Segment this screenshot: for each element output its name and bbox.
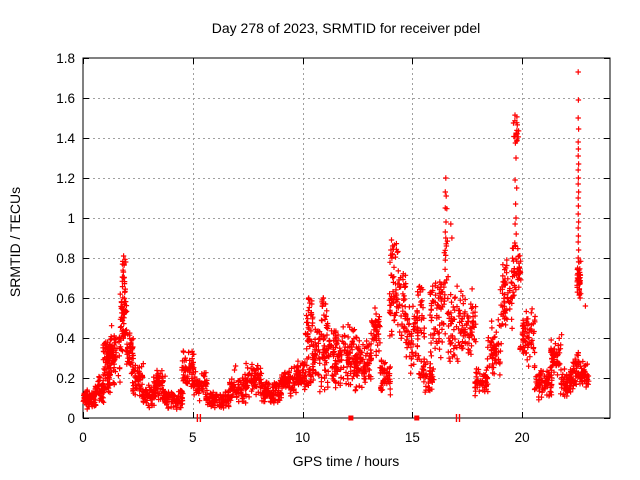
y-tick-label: 0 [67, 411, 75, 426]
data-points-cluster [531, 364, 555, 403]
data-points-cluster [509, 240, 524, 301]
y-tick-label: 1.2 [56, 171, 75, 186]
y-tick-labels: 0 0.2 0.4 0.6 0.8 1 1.2 1.4 1.6 1.8 [56, 51, 75, 426]
data-points-cluster [161, 387, 186, 412]
data-points-cluster [484, 317, 504, 378]
data-points-cluster [510, 112, 522, 146]
data-points-cluster [110, 333, 123, 388]
axis-double-tick-marker [455, 414, 461, 422]
y-axis-label: SRMTID / TECUs [7, 187, 23, 297]
data-points-cluster [459, 286, 479, 357]
axis-square-marker [348, 415, 354, 421]
x-tick-label: 0 [79, 430, 87, 445]
data-points [80, 69, 592, 412]
data-points-cluster [258, 377, 284, 406]
data-points-cluster [388, 240, 401, 270]
data-points-cluster [548, 332, 565, 378]
axis-flag-markers [196, 414, 461, 422]
y-tick-label: 0.6 [56, 291, 75, 306]
data-points-cluster [368, 313, 383, 361]
x-tick-labels: 0 5 10 15 20 [79, 430, 529, 445]
data-points-cluster [427, 283, 437, 359]
data-points-cluster [242, 360, 265, 400]
y-tick-label: 1.8 [56, 51, 75, 66]
y-tick-label: 1.4 [56, 131, 75, 146]
x-axis-label: GPS time / hours [293, 453, 400, 469]
data-points-peaks [120, 69, 589, 373]
data-points-cluster [577, 358, 592, 390]
data-points-cluster [386, 259, 409, 341]
data-points-cluster [444, 273, 466, 364]
y-tick-label: 0.2 [56, 371, 75, 386]
data-points-cluster [139, 382, 158, 411]
x-tick-label: 20 [515, 430, 530, 445]
x-tick-label: 10 [295, 430, 310, 445]
axis-square-marker [414, 415, 420, 421]
data-points-cluster [123, 330, 136, 377]
data-points-cluster [190, 369, 210, 404]
data-points-cluster [377, 357, 394, 398]
data-points-cluster [80, 385, 99, 412]
data-points-cluster [117, 286, 130, 355]
data-points-cluster [179, 348, 197, 390]
y-tick-label: 1 [67, 211, 75, 226]
data-points-cluster [472, 366, 491, 399]
data-points-cluster [293, 358, 308, 393]
y-tick-label: 0.4 [56, 331, 75, 346]
x-tick-label: 15 [405, 430, 420, 445]
axis-ticks [83, 58, 610, 419]
y-tick-label: 0.8 [56, 251, 75, 266]
chart-title: Day 278 of 2023, SRMTID for receiver pde… [212, 20, 480, 36]
data-points-cluster [352, 334, 374, 391]
data-points-cluster [129, 360, 146, 399]
data-points-cluster [92, 373, 107, 405]
x-tick-label: 5 [189, 430, 197, 445]
axis-double-tick-marker [196, 414, 202, 422]
y-tick-label: 1.6 [56, 91, 75, 106]
data-points-cluster [497, 262, 515, 332]
data-points-cluster [420, 359, 437, 395]
plot-frame [82, 57, 611, 419]
data-points-cluster [151, 367, 168, 403]
data-points-cluster [574, 258, 584, 301]
